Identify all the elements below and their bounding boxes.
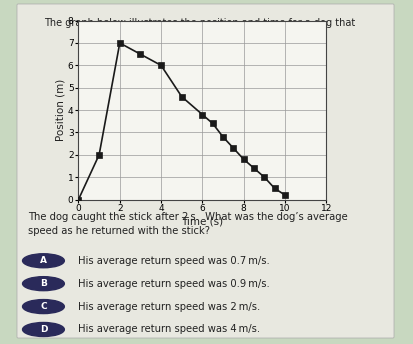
Text: The dog caught the stick after 2 s.  What was the dog’s average
speed as he retu: The dog caught the stick after 2 s. What… bbox=[28, 212, 348, 236]
Text: His average return speed was 0.7 m/s.: His average return speed was 0.7 m/s. bbox=[78, 256, 269, 266]
Text: The graph below illustrates the position and time for a dog that: The graph below illustrates the position… bbox=[44, 18, 356, 28]
Y-axis label: Position (m): Position (m) bbox=[55, 79, 65, 141]
Circle shape bbox=[23, 300, 64, 314]
FancyBboxPatch shape bbox=[17, 4, 394, 338]
X-axis label: Time (s): Time (s) bbox=[181, 216, 223, 226]
Circle shape bbox=[23, 254, 64, 268]
Text: runs to catch a stick and then returns with it.: runs to catch a stick and then returns w… bbox=[89, 28, 311, 38]
Text: A: A bbox=[40, 256, 47, 265]
Text: B: B bbox=[40, 279, 47, 288]
Text: His average return speed was 4 m/s.: His average return speed was 4 m/s. bbox=[78, 324, 260, 334]
Text: C: C bbox=[40, 302, 47, 311]
Circle shape bbox=[23, 277, 64, 291]
Circle shape bbox=[23, 322, 64, 336]
Text: D: D bbox=[40, 325, 47, 334]
Text: His average return speed was 2 m/s.: His average return speed was 2 m/s. bbox=[78, 302, 260, 312]
Text: His average return speed was 0.9 m/s.: His average return speed was 0.9 m/s. bbox=[78, 279, 269, 289]
